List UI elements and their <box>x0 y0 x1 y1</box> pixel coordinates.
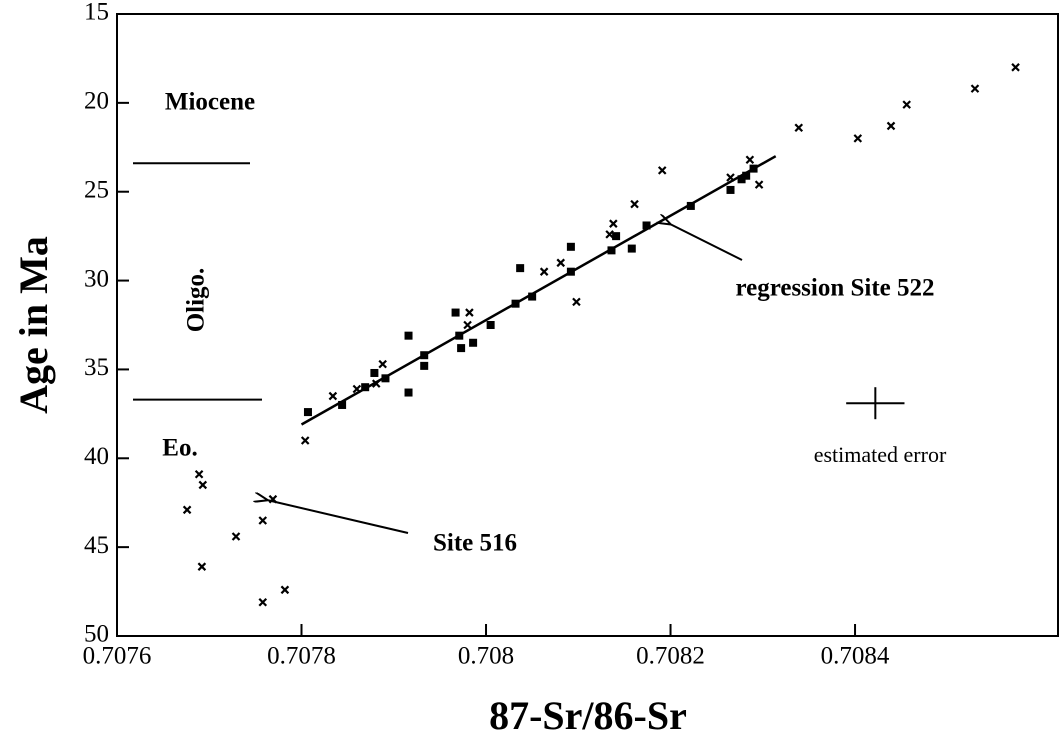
square-point <box>381 374 390 383</box>
cross-point <box>1011 63 1020 72</box>
cross-point <box>539 267 549 276</box>
cross-point <box>970 84 980 93</box>
square-point <box>420 361 429 370</box>
square-point <box>455 331 464 340</box>
square-point <box>642 221 651 230</box>
x-tick-label: 0.7082 <box>636 643 705 670</box>
square-point <box>451 308 460 317</box>
cross-point <box>197 562 207 571</box>
y-axis-title: Age in Ma <box>11 236 56 414</box>
square-point <box>607 246 616 255</box>
cross-point <box>198 480 208 490</box>
cross-point <box>609 219 618 228</box>
cross-point <box>258 597 268 607</box>
square-point <box>404 388 413 397</box>
cross-point <box>794 123 804 133</box>
cross-point <box>465 308 474 317</box>
square-point <box>420 351 429 360</box>
square-point <box>686 201 695 210</box>
cross-point <box>300 436 310 445</box>
square-point <box>511 299 520 308</box>
square-point <box>566 242 575 251</box>
cross-point <box>268 494 278 504</box>
annotation: estimated error <box>814 442 947 467</box>
x-tick-label: 0.708 <box>458 643 514 670</box>
square-point <box>737 175 746 184</box>
y-tick-label: 40 <box>84 443 109 470</box>
x-tick-label: 0.7078 <box>267 643 336 670</box>
cross-point <box>853 134 863 143</box>
cross-point <box>754 180 764 189</box>
cross-point <box>745 155 755 165</box>
square-point <box>528 292 537 301</box>
square-point <box>370 368 379 377</box>
cross-point <box>902 100 911 109</box>
square-point <box>566 267 575 276</box>
cross-point <box>328 391 338 401</box>
square-point <box>469 338 478 347</box>
y-tick-label: 35 <box>84 354 109 381</box>
square-point <box>361 383 370 392</box>
x-tick-label: 0.7084 <box>821 643 890 670</box>
cross-point <box>194 470 204 479</box>
square-point <box>338 400 347 409</box>
y-tick-label: 25 <box>84 176 109 203</box>
cross-point <box>352 384 362 394</box>
plot-frame <box>116 13 1059 637</box>
square-point <box>457 344 466 353</box>
y-tick-label: 45 <box>84 532 109 559</box>
cross-point <box>657 166 667 175</box>
cross-point <box>726 173 735 182</box>
annotation: Site 516 <box>433 530 517 557</box>
cross-point <box>630 199 639 209</box>
square-point <box>612 232 621 241</box>
cross-point <box>182 505 192 515</box>
x-tick-label: 0.7076 <box>83 643 152 670</box>
cross-point <box>556 258 566 268</box>
cross-point <box>463 320 472 330</box>
cross-point <box>605 230 614 239</box>
cross-point <box>258 516 268 525</box>
y-tick-label: 15 <box>84 0 109 26</box>
square-point <box>404 331 413 340</box>
square-point <box>742 171 751 180</box>
y-tick-label: 50 <box>84 621 109 648</box>
cross-point <box>371 379 381 388</box>
cross-point <box>378 359 387 369</box>
arrow <box>267 500 409 534</box>
arrow <box>670 224 743 261</box>
square-point <box>726 185 735 194</box>
cross-point <box>231 532 241 541</box>
square-point <box>486 321 495 329</box>
cross-point <box>572 297 581 307</box>
annotation: regression Site 522 <box>735 275 934 302</box>
epoch-label: Oligo. <box>183 268 210 333</box>
square-point <box>303 408 312 417</box>
y-tick-label: 30 <box>84 265 109 292</box>
epoch-label: Miocene <box>165 89 255 116</box>
epoch-label: Eo. <box>162 435 197 462</box>
y-tick-label: 20 <box>84 88 109 115</box>
x-axis-title: 87-Sr/86-Sr <box>489 693 687 738</box>
square-point <box>749 164 758 173</box>
square-point <box>627 244 636 253</box>
square-point <box>516 264 525 273</box>
cross-point <box>280 585 290 595</box>
cross-point <box>886 121 896 131</box>
regression-line <box>300 155 777 426</box>
